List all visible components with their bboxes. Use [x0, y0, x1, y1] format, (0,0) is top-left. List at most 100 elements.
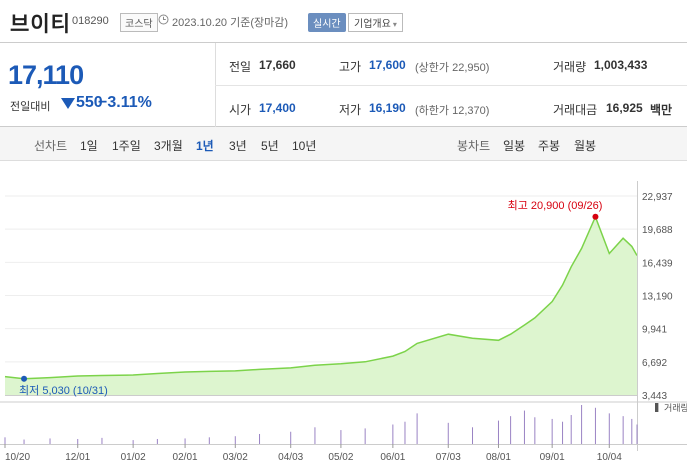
volume-bar	[510, 416, 512, 444]
x-tick-label: 03/02	[223, 452, 248, 463]
company-overview-button[interactable]: 기업개요 ▾	[348, 13, 403, 32]
volume-bar	[314, 427, 316, 444]
high-value: 17,600	[369, 58, 406, 72]
stock-header: 브이티 018290 코스닥 2023.10.20 기준(장마감) 실시간 기업…	[0, 0, 687, 40]
x-tick-label: 06/01	[380, 452, 405, 463]
stock-code: 018290	[72, 15, 109, 27]
divider	[215, 85, 687, 86]
volume-bar	[472, 427, 474, 444]
tab-5y[interactable]: 5년	[261, 139, 279, 153]
price-summary: 17,110 전일대비 550 −3.11% 전일 17,660 고가 17,6…	[0, 42, 687, 128]
y-tick-label: 9,941	[642, 325, 667, 336]
x-tick-label: 09/01	[540, 452, 565, 463]
high-label: 최고 20,900 (09/26)	[508, 199, 603, 212]
volume-bar	[290, 431, 292, 444]
upper-limit: (상한가 22,950)	[415, 62, 490, 74]
market-badge: 코스닥	[120, 13, 158, 32]
volume-bar	[208, 437, 210, 444]
high-label: 고가	[339, 60, 362, 74]
amount-unit: 백만	[650, 103, 673, 117]
price-chart-svg: 22,937 19,688 16,439 13,190 9,941 6,692 3,443 최…	[0, 181, 687, 463]
realtime-button[interactable]: 실시간	[308, 13, 346, 32]
period-tabs: 선차트 1일 1주일 3개월 1년 3년 5년 10년 봉차트 일봉 주봉 월봉	[0, 127, 687, 161]
volume-bar	[608, 413, 610, 444]
y-tick-label: 16,439	[642, 258, 673, 269]
x-tick-label: 04/03	[278, 452, 303, 463]
prev-close-value: 17,660	[259, 58, 296, 72]
volume-bar	[101, 437, 103, 444]
y-tick-label: 22,937	[642, 192, 673, 203]
high-marker	[592, 213, 599, 220]
y-tick-label: 6,692	[642, 358, 667, 369]
x-tick-label: 12/01	[65, 452, 90, 463]
y-tick-label: 3,443	[642, 391, 667, 402]
volume-bar	[340, 430, 342, 444]
open-value: 17,400	[259, 101, 296, 115]
volume-bar	[562, 421, 564, 444]
change-value: 550	[76, 94, 103, 111]
volume-bar	[447, 422, 449, 444]
volume-label: ▍거래량	[655, 402, 687, 413]
volume-bar	[23, 439, 25, 444]
volume-bar	[631, 418, 633, 444]
volume-bar	[77, 438, 79, 444]
low-label: 최저 5,030 (10/31)	[19, 384, 108, 397]
tab-monthly[interactable]: 월봉	[574, 139, 597, 153]
stock-name: 브이티	[10, 13, 71, 36]
price-area	[5, 216, 637, 395]
amount-label: 거래대금	[553, 103, 598, 117]
volume-bar	[184, 438, 186, 444]
current-price: 17,110	[8, 60, 84, 90]
price-chart: 22,937 19,688 16,439 13,190 9,941 6,692 3,443 최…	[0, 161, 687, 470]
x-tick-label: 01/02	[121, 452, 146, 463]
low-marker	[21, 375, 28, 382]
volume-bar	[49, 438, 51, 444]
tab-daily[interactable]: 일봉	[503, 139, 526, 153]
lower-limit: (하한가 12,370)	[415, 105, 490, 117]
volume-bar	[534, 417, 536, 444]
volume-bar	[570, 415, 572, 444]
y-tick-label: 13,190	[642, 292, 673, 303]
x-tick-label: 07/03	[436, 452, 461, 463]
x-tick-label: 08/01	[486, 452, 511, 463]
open-label: 시가	[229, 103, 252, 117]
down-arrow-icon	[61, 98, 75, 109]
volume-bar	[551, 418, 553, 444]
volume-bar	[132, 440, 134, 444]
clock-icon	[158, 14, 169, 25]
volume-bar	[392, 424, 394, 444]
y-tick-label: 19,688	[642, 225, 673, 236]
tab-3m[interactable]: 3개월	[154, 139, 183, 153]
low-value: 16,190	[369, 101, 406, 115]
volume-bar	[4, 437, 6, 444]
volume-bar	[622, 416, 624, 444]
volume-bar	[523, 410, 525, 444]
tab-1d[interactable]: 1일	[80, 139, 98, 153]
tab-10y[interactable]: 10년	[292, 139, 317, 153]
volume-bar	[594, 407, 596, 444]
low-label: 저가	[339, 103, 362, 117]
x-tick-label: 05/02	[328, 452, 353, 463]
candle-chart-label: 봉차트	[457, 139, 491, 153]
change-percent: −3.11%	[98, 94, 152, 111]
change-label: 전일대비	[10, 101, 51, 113]
tab-1y[interactable]: 1년	[196, 139, 214, 153]
line-chart-label: 선차트	[34, 139, 68, 153]
base-date: 2023.10.20 기준(장마감)	[172, 17, 289, 29]
x-tick-label: 10/04	[597, 452, 622, 463]
chevron-down-icon: ▾	[392, 20, 397, 29]
volume-bar	[581, 405, 583, 444]
amount-value: 16,925	[606, 101, 643, 115]
tab-3y[interactable]: 3년	[229, 139, 247, 153]
volume-value: 1,003,433	[594, 58, 648, 72]
volume-label: 거래량	[553, 60, 587, 74]
tab-1w[interactable]: 1주일	[112, 139, 141, 153]
volume-bar	[404, 421, 406, 444]
price-line	[4, 214, 638, 380]
prev-close-label: 전일	[229, 60, 252, 74]
volume-bar	[416, 413, 418, 444]
company-overview-label: 기업개요	[354, 19, 391, 30]
tab-weekly[interactable]: 주봉	[538, 139, 561, 153]
volume-bar	[364, 428, 366, 444]
x-tick-label: 02/01	[173, 452, 198, 463]
